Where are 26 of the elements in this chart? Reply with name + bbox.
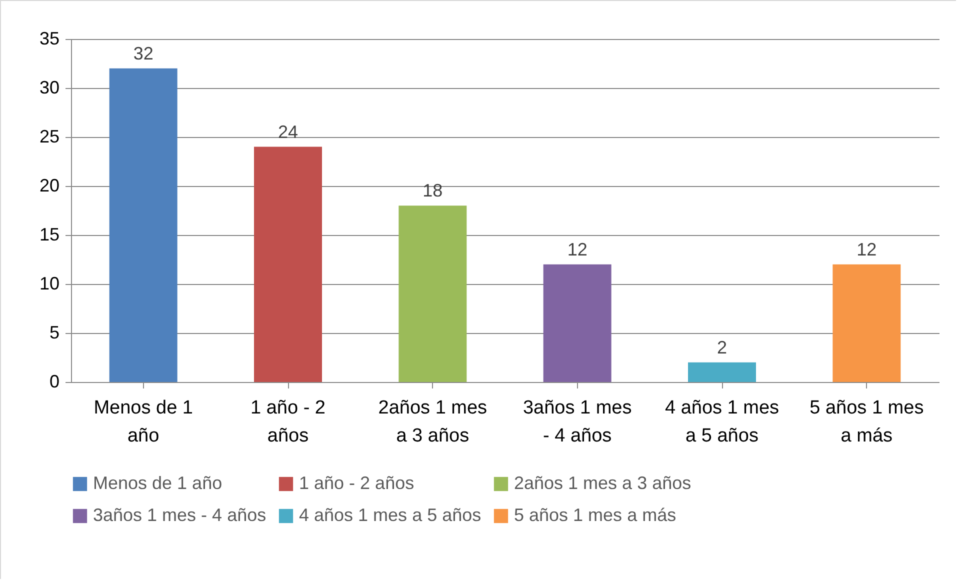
x-tick-label: 5 años 1 mes a más	[810, 398, 924, 446]
legend-label: 5 años 1 mes a más	[514, 505, 676, 525]
x-tick-label: 3años 1 mes - 4 años	[522, 398, 632, 446]
legend-label: 4 años 1 mes a 5 años	[299, 505, 482, 525]
legend-label: Menos de 1 año	[93, 473, 222, 493]
y-tick-label: 15	[39, 224, 60, 244]
x-tick-label: 2años 1 mes a 3 años	[378, 398, 488, 446]
legend-label: 1 año - 2 años	[299, 473, 414, 493]
y-tick-label: 20	[39, 176, 60, 196]
data-label: 12	[856, 239, 877, 260]
x-tick-label: 4 años 1 mes a 5 años	[664, 398, 780, 446]
data-label: 2	[716, 337, 728, 358]
data-label: 18	[422, 180, 443, 201]
x-tick-label: 1 año - 2 años	[250, 398, 326, 446]
y-tick-label: 30	[39, 78, 60, 98]
y-tick-label: 0	[49, 372, 60, 392]
data-label: 12	[567, 239, 588, 260]
data-label: 32	[133, 43, 154, 64]
y-tick-label: 35	[39, 28, 60, 48]
x-tick-label: Menos de 1 año	[94, 398, 193, 446]
y-tick-label: 5	[49, 322, 60, 342]
y-tick-label: 10	[39, 274, 60, 294]
legend-label: 3años 1 mes - 4 años	[93, 505, 266, 525]
data-label: 24	[278, 122, 298, 142]
y-tick-label: 25	[39, 126, 60, 146]
legend-label: 2años 1 mes a 3 años	[514, 473, 692, 493]
